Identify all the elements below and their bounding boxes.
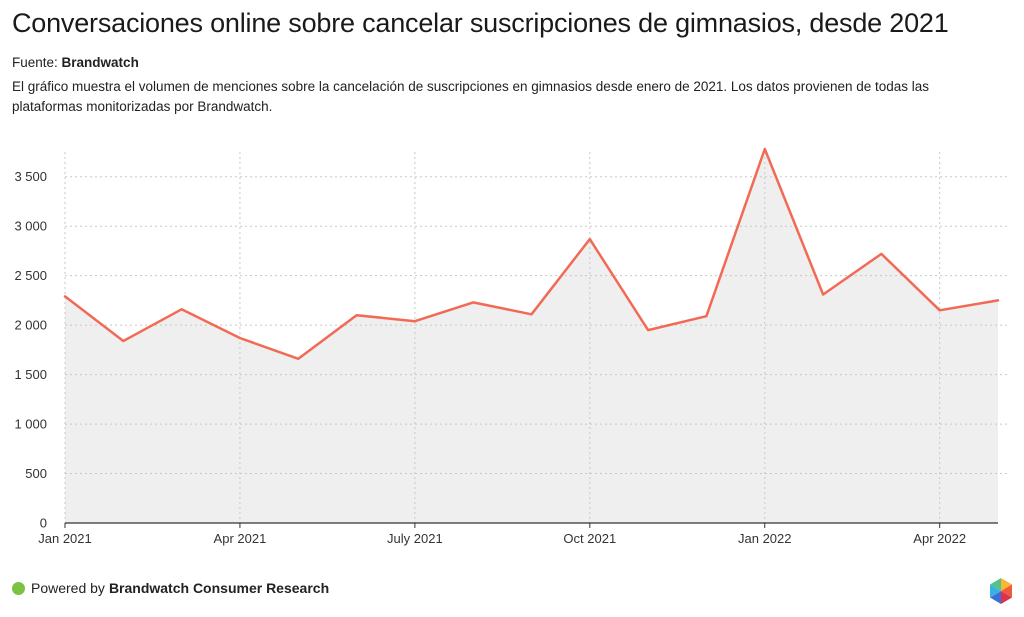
data-point	[296, 357, 300, 361]
data-point	[530, 312, 534, 316]
x-tick-label: Jan 2021	[38, 531, 92, 546]
footer: Powered by Brandwatch Consumer Research	[12, 580, 329, 596]
y-tick-label: 3 000	[14, 219, 47, 234]
y-tick-label: 2 500	[14, 268, 47, 283]
data-point	[588, 237, 592, 241]
y-tick-label: 3 500	[14, 169, 47, 184]
chart-description: El gráfico muestra el volumen de mencion…	[12, 79, 930, 114]
y-tick-label: 1 000	[14, 417, 47, 432]
brandwatch-logo-icon	[990, 578, 1012, 604]
y-tick-label: 2 000	[14, 318, 47, 333]
y-tick-label: 0	[40, 516, 47, 531]
series-line	[63, 147, 1000, 361]
powered-name: Brandwatch Consumer Research	[108, 580, 330, 596]
powered-prefix: Powered by	[31, 580, 105, 596]
area-fill	[65, 149, 998, 523]
x-tick-label: Jan 2022	[738, 531, 792, 546]
data-point	[704, 314, 708, 318]
data-point	[413, 319, 417, 323]
data-point	[763, 147, 767, 151]
data-point	[821, 293, 825, 297]
data-point	[180, 307, 184, 311]
source-name: Brandwatch	[61, 55, 139, 70]
data-point	[63, 294, 67, 298]
x-tick-label: Oct 2021	[563, 531, 616, 546]
source-label: Fuente:	[12, 55, 58, 70]
data-point	[121, 339, 125, 343]
x-tick-label: Apr 2022	[913, 531, 966, 546]
data-point	[471, 300, 475, 304]
x-tick-label: July 2021	[387, 531, 443, 546]
y-tick-label: 1 500	[14, 367, 47, 382]
data-point	[879, 252, 883, 256]
powered-dot-icon	[12, 581, 25, 595]
y-tick-label: 500	[25, 466, 47, 481]
source-line: Fuente: Brandwatch	[12, 55, 139, 70]
data-point	[646, 328, 650, 332]
data-point	[996, 298, 1000, 302]
x-tick-label: Apr 2021	[214, 531, 267, 546]
data-point	[238, 336, 242, 340]
data-point	[355, 313, 359, 317]
chart-title: Conversaciones online sobre cancelar sus…	[12, 8, 949, 38]
data-point	[938, 308, 942, 312]
